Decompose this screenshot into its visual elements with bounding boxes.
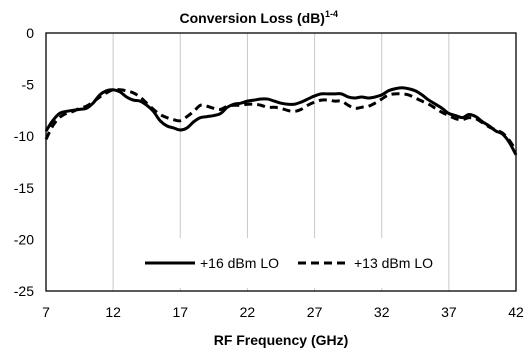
x-axis-ticks: 7 12 17 22 27 32 37 42 [42,304,524,320]
grid-layer [112,33,450,291]
x-tick-label: 12 [105,304,121,320]
y-tick-label: 0 [26,25,34,41]
y-tick-label: -25 [14,283,34,299]
y-tick-label: -10 [14,128,34,144]
plot-area-frame [45,32,517,292]
chart-title-superscript: 1-4 [325,9,338,19]
x-tick-label: 37 [441,304,457,320]
legend-label-16dbm: +16 dBm LO [200,255,279,271]
x-tick-label: 32 [374,304,390,320]
series-line-13dbm-lo [44,87,518,152]
x-tick-label: 17 [172,304,188,320]
y-tick-label: -20 [14,231,34,247]
chart-title: Conversion Loss (dB)1-4 [180,9,338,26]
series-line-16dbm-lo [44,86,518,156]
y-tick-label: -5 [22,77,35,93]
x-tick-label: 22 [240,304,256,320]
series-layer [44,86,518,156]
x-tick-label: 42 [508,304,524,320]
legend: +16 dBm LO +13 dBm LO [145,255,433,271]
x-tick-label: 7 [42,304,50,320]
legend-label-13dbm: +13 dBm LO [354,255,433,271]
y-axis-ticks: 0 -5 -10 -15 -20 -25 [14,25,34,299]
x-tick-label: 27 [307,304,323,320]
chart-title-main: Conversion Loss (dB) [180,10,325,26]
y-tick-label: -15 [14,180,34,196]
x-axis-label: RF Frequency (GHz) [214,332,349,348]
